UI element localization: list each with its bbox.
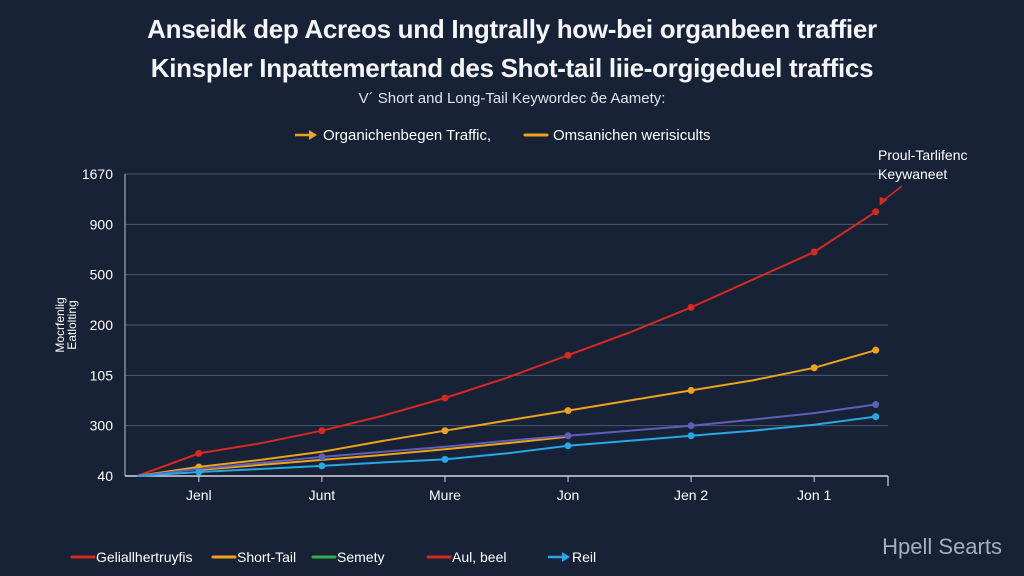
y-tick-label: 200	[90, 317, 114, 333]
annotation-text: Keywaneet	[878, 166, 947, 182]
bottom-legend-label: Aul, beel	[452, 549, 506, 565]
x-tick-label: Jen 2	[674, 487, 708, 503]
y-tick-label: 500	[90, 267, 114, 283]
data-point-reil	[195, 468, 203, 476]
top-legend-marker-head	[309, 130, 317, 140]
y-axis-label-line: Mocrfenlig	[53, 297, 67, 352]
data-point-long-tail	[195, 449, 203, 457]
series-line-semety	[137, 403, 876, 477]
x-tick-label: Jenl	[186, 487, 212, 503]
y-tick-label: 105	[90, 367, 114, 383]
data-point-long-tail	[441, 394, 449, 402]
data-point-reil	[687, 432, 695, 440]
bottom-legend-label: Semety	[337, 549, 384, 565]
data-point-short-tail	[687, 386, 695, 394]
y-axis-label: MocrfenligEatlolting	[53, 297, 79, 352]
top-legend-label: Organichenbegen Traffic,	[323, 127, 491, 144]
data-point-long-tail	[810, 248, 818, 256]
bottom-legend-label: Reil	[572, 549, 596, 565]
data-point-long-tail	[687, 303, 695, 311]
series-line-reil	[137, 415, 876, 477]
data-point-short-tail	[872, 346, 880, 354]
data-point-short-tail	[564, 407, 572, 415]
data-point-reil	[564, 442, 572, 450]
annotation-arrowhead	[879, 196, 888, 206]
data-point-long-tail	[872, 208, 880, 216]
data-point-reil	[441, 455, 449, 463]
data-point-short-tail	[441, 427, 449, 435]
y-tick-label: 40	[97, 468, 113, 484]
y-tick-label: 300	[90, 418, 114, 434]
watermark: Hpell Searts	[882, 534, 1002, 559]
data-point-semety	[318, 453, 326, 461]
series-line-short-tail	[137, 349, 876, 477]
data-point-semety	[687, 422, 695, 430]
series-line-orange-lower	[198, 435, 569, 471]
chart-subtitle: V´ Short and Long-Tail Keywordec ðe Aame…	[358, 90, 666, 107]
y-tick-label: 900	[90, 216, 114, 232]
x-tick-label: Junt	[309, 487, 336, 503]
chart-title-line-1: Anseidk dep Acreos und Ingtrally how-bei…	[147, 14, 877, 44]
chart-title-line-2: Kinspler Inpattemertand des Shot-tail li…	[150, 53, 874, 83]
y-tick-label: 1670	[82, 166, 113, 182]
data-point-long-tail	[318, 427, 326, 435]
annotation-text: Proul-Tarlifenc	[878, 147, 967, 163]
data-point-long-tail	[564, 351, 572, 359]
x-tick-label: Mure	[429, 487, 461, 503]
data-point-semety	[872, 401, 880, 409]
bottom-legend-label: Geliallhertruyfis	[96, 549, 192, 565]
bottom-legend-label: Short-Tail	[237, 549, 296, 565]
data-point-semety	[564, 432, 572, 440]
series-line-long-tail	[136, 210, 877, 477]
x-tick-label: Jon	[557, 487, 580, 503]
data-point-reil	[318, 462, 326, 470]
data-point-short-tail	[810, 364, 818, 372]
bottom-legend-marker-head	[562, 552, 570, 562]
x-tick-label: Jon 1	[797, 487, 831, 503]
y-axis-label-line: Eatlolting	[65, 300, 79, 349]
data-point-reil	[872, 413, 880, 421]
top-legend-label: Omsanichen werisicults	[553, 127, 711, 144]
